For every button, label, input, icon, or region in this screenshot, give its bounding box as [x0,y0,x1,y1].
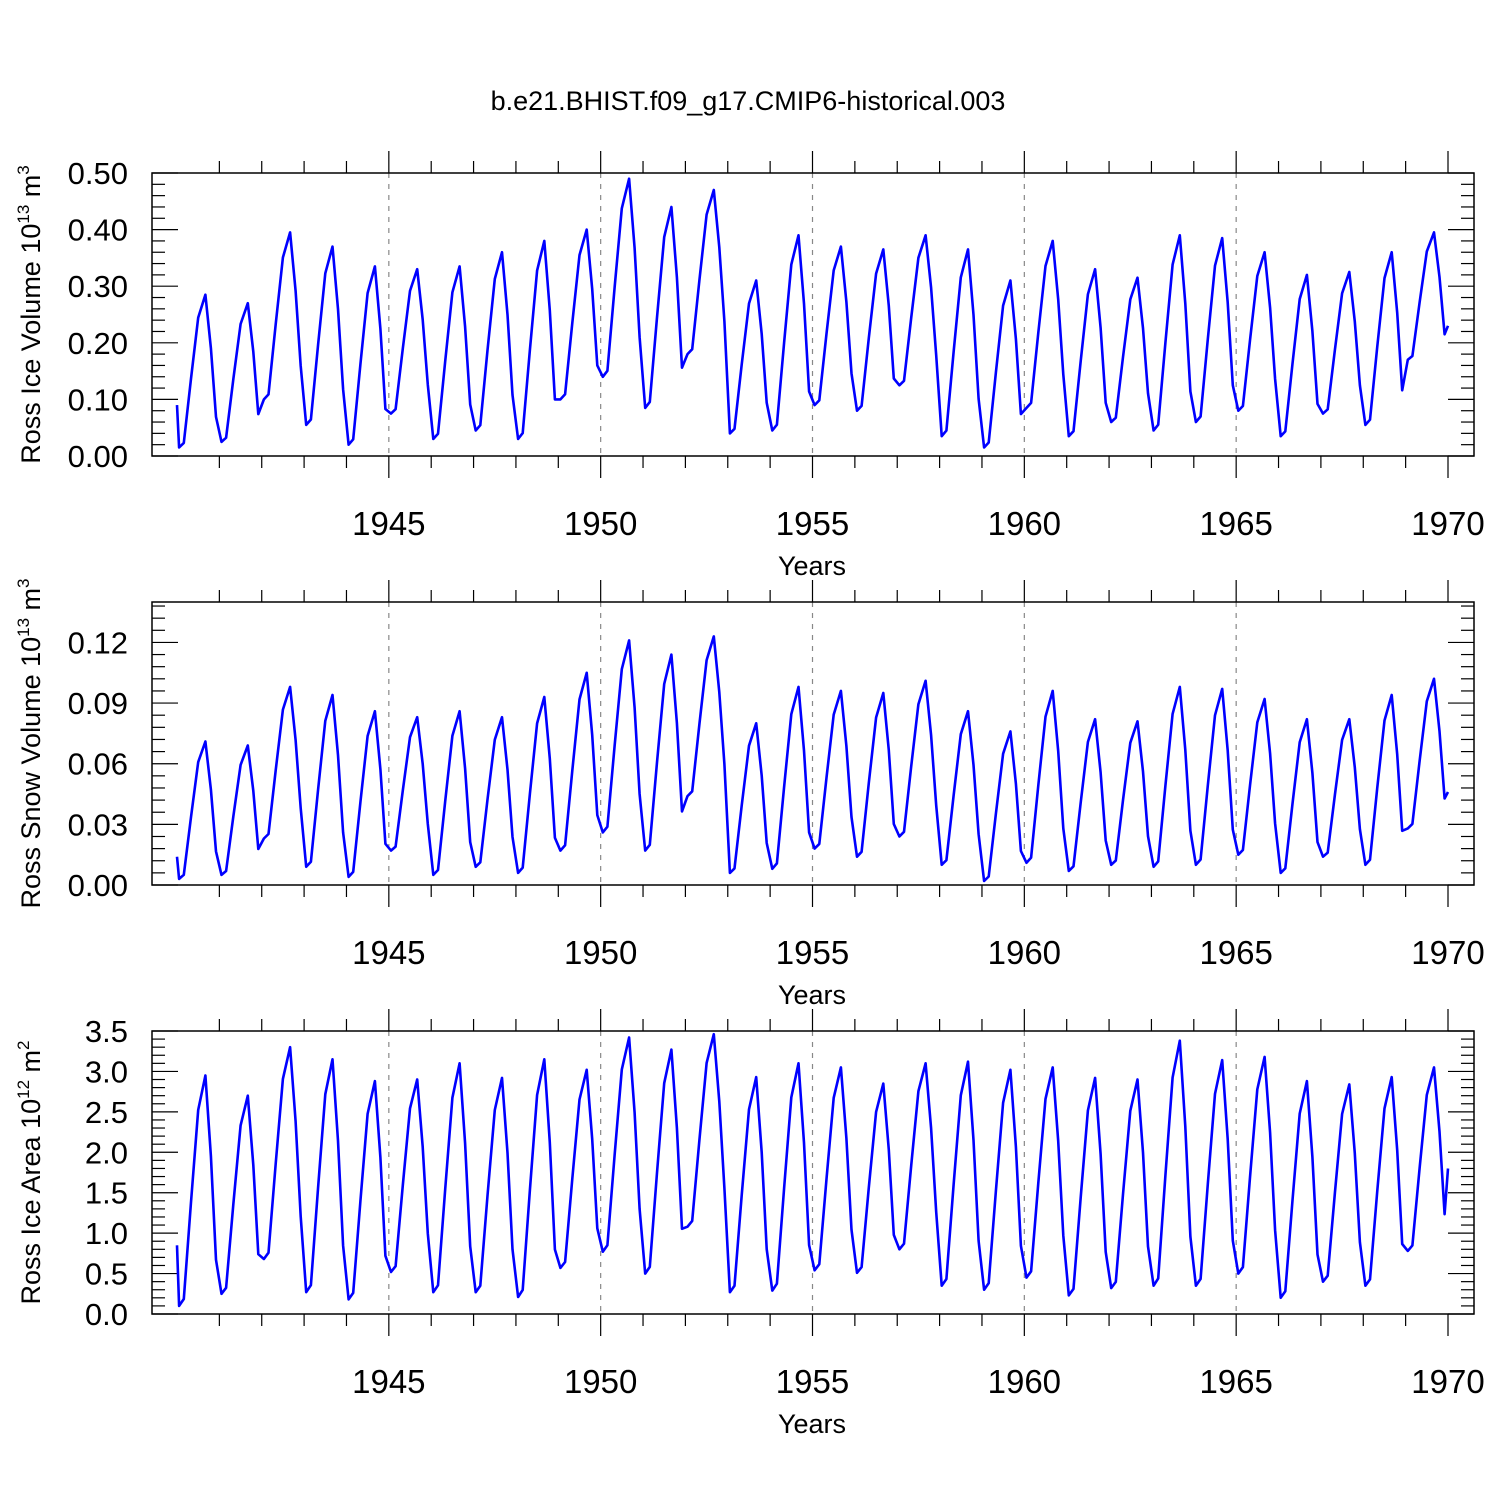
x-tick-label: 1950 [564,505,637,542]
panel-ross-ice-volume: 0.00 0.10 0.20 0.30 0.40 0.50 1945 1950 1955 1960… [14,151,1485,581]
y-tick-label: 0.20 [68,326,128,361]
x-tick-label: 1965 [1199,1363,1272,1400]
y-tick-label: 1.0 [85,1216,128,1251]
y-tick-label: 0.40 [68,213,128,248]
y-tick-label: 2.5 [85,1095,128,1130]
x-tick-label: 1945 [352,934,425,971]
x-tick-label: 1955 [776,505,849,542]
y-tick-label: 0.03 [68,807,128,842]
plot-frame [151,1030,1475,1315]
y-tick-label: 0.00 [68,439,128,474]
x-tick-label: 1965 [1199,934,1272,971]
panel-ross-snow-volume: 0.00 0.03 0.06 0.09 0.12 1945 1950 1955 1960 1965… [14,578,1485,1010]
x-axis-label: Years [778,551,846,581]
x-axis-label: Years [778,1409,846,1439]
x-tick-label: 1970 [1411,934,1484,971]
x-tick-label: 1965 [1199,505,1272,542]
x-axis-label: Years [778,980,846,1010]
x-tick-label: 1970 [1411,1363,1484,1400]
x-tick-label: 1960 [988,1363,1061,1400]
x-tick-label: 1950 [564,1363,637,1400]
x-tick-label: 1955 [776,1363,849,1400]
series-line-ross-ice-area [175,1032,1450,1308]
y-tick-label: 0.0 [85,1297,128,1332]
y-tick-label: 0.10 [68,382,128,417]
y-tick-label: 0.00 [68,868,128,903]
x-tick-label: 1945 [352,505,425,542]
x-tick-label: 1960 [988,505,1061,542]
y-axis-label: Ross Ice Volume 1013 m3 [14,165,46,464]
chart-panels: 0.00 0.10 0.20 0.30 0.40 0.50 1945 1950 1955 1960… [14,151,1485,1439]
y-tick-label: 0.09 [68,686,128,721]
x-tick-label: 1960 [988,934,1061,971]
y-axis-label: Ross Ice Area 1012 m2 [14,1040,46,1304]
y-tick-label: 1.5 [85,1176,128,1211]
panel-ross-ice-area: 0.0 0.5 1.0 1.5 2.0 2.5 3.0 3.5 1945 1950 1955 1960… [14,1009,1485,1439]
y-tick-label: 0.06 [68,747,128,782]
x-tick-label: 1950 [564,934,637,971]
x-tick-label: 1970 [1411,505,1484,542]
y-tick-label: 0.30 [68,269,128,304]
y-tick-label: 3.5 [85,1014,128,1049]
figure-title: b.e21.BHIST.f09_g17.CMIP6-historical.003 [491,86,1006,116]
y-tick-label: 0.5 [85,1257,128,1292]
y-tick-label: 3.0 [85,1054,128,1089]
x-tick-label: 1955 [776,934,849,971]
plot-frame [151,172,1475,457]
series-line-ross-snow-volume [175,635,1450,883]
y-tick-label: 2.0 [85,1135,128,1170]
x-tick-label: 1945 [352,1363,425,1400]
y-axis-label: Ross Snow Volume 1013 m3 [14,578,46,908]
y-tick-label: 0.12 [68,625,128,660]
series-line-ross-ice-volume [175,177,1450,449]
y-tick-label: 0.50 [68,156,128,191]
